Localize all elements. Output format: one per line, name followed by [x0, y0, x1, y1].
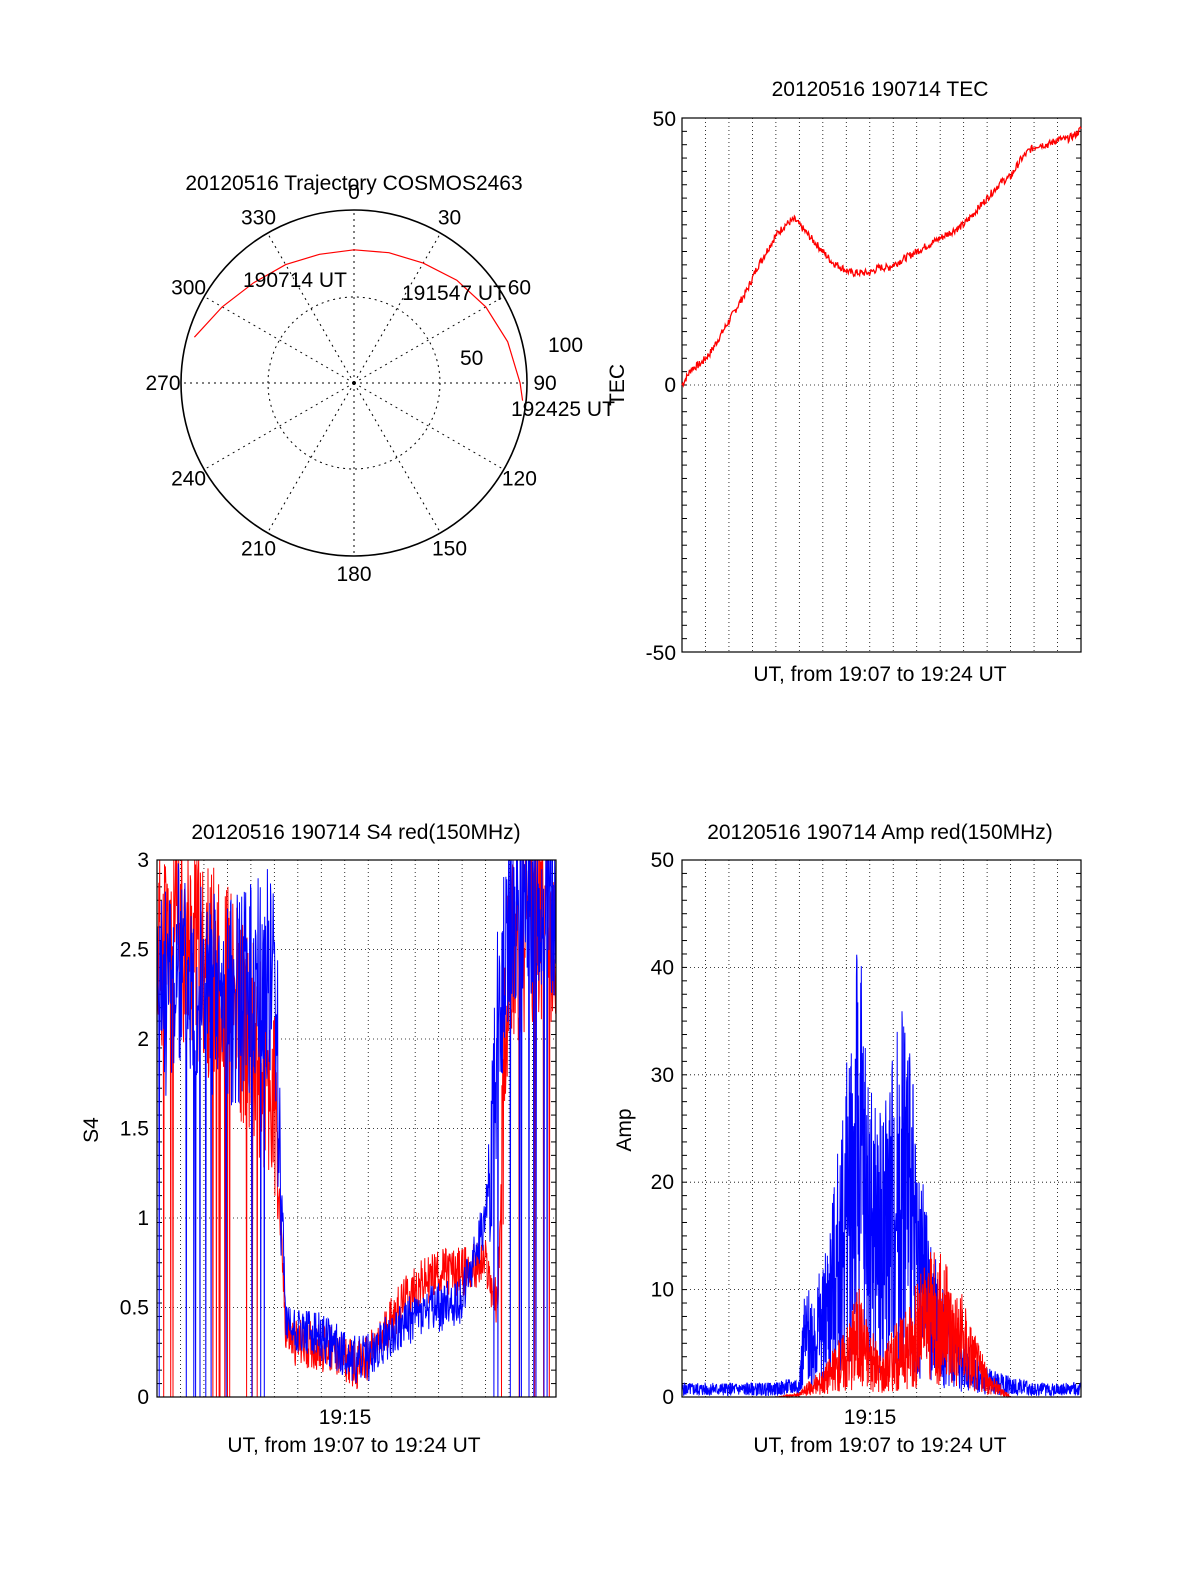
amp-ytick-labels: 0 10 20 30 40 50	[651, 849, 674, 1409]
amp-ytick-label: 10	[651, 1279, 674, 1302]
polar-trajectory-line	[193, 249, 524, 401]
tec-ytick-0: 0	[664, 374, 676, 397]
tec-panel: 20120516 190714 TEC 50 0 -50 TEC UT, fro…	[606, 78, 1082, 686]
polar-azimuth-label: 270	[145, 372, 180, 395]
tec-minor-ticks	[682, 117, 1081, 640]
s4-blue-series	[156, 859, 557, 1398]
polar-azimuth-labels: 0 30 60 90 120 150 180 210 240 270 300 330	[145, 181, 556, 586]
polar-time-label-end: 192425 UT	[511, 398, 615, 421]
polar-trajectory-panel: 20120516 Trajectory COSMOS2463 0 30 60 90 12…	[145, 172, 615, 586]
polar-radial-label-100: 100	[548, 334, 583, 357]
polar-azimuth-label: 150	[432, 537, 467, 560]
tec-grid	[682, 118, 1081, 652]
polar-azimuth-label: 0	[348, 181, 360, 204]
polar-azimuth-label: 300	[171, 277, 206, 300]
amp-xtick-1915: 19:15	[844, 1406, 897, 1429]
s4-ytick-label: 2.5	[120, 939, 149, 962]
amp-ytick-label: 20	[651, 1171, 674, 1194]
s4-xtick-1915: 19:15	[319, 1406, 372, 1429]
polar-time-label-start: 190714 UT	[243, 269, 347, 292]
amp-blue-series	[681, 954, 1082, 1398]
polar-azimuth-label: 120	[502, 468, 537, 491]
polar-spoke	[353, 382, 505, 470]
polar-spokes	[181, 210, 527, 556]
s4-ytick-label: 0	[137, 1386, 149, 1409]
polar-title: 20120516 Trajectory COSMOS2463	[185, 172, 522, 195]
polar-spoke	[203, 382, 355, 470]
tec-ytick-neg50: -50	[646, 642, 676, 665]
tec-title: 20120516 190714 TEC	[772, 78, 989, 101]
polar-spoke	[353, 382, 441, 534]
amp-ytick-label: 50	[651, 849, 674, 872]
polar-azimuth-label: 210	[241, 537, 276, 560]
tec-ytick-50: 50	[653, 108, 676, 131]
tec-ylabel: TEC	[606, 364, 629, 406]
amp-panel: 20120516 190714 Amp red(150MHz) 0 10 20 30 4…	[613, 821, 1082, 1457]
s4-ytick-label: 3	[137, 849, 149, 872]
amp-ytick-label: 40	[651, 956, 674, 979]
polar-spoke	[267, 382, 355, 534]
s4-title: 20120516 190714 S4 red(150MHz)	[191, 821, 520, 844]
amp-ylabel: Amp	[613, 1108, 636, 1151]
polar-azimuth-label: 240	[171, 468, 206, 491]
amp-xlabel: UT, from 19:07 to 19:24 UT	[753, 1434, 1006, 1457]
polar-azimuth-label: 30	[438, 207, 461, 230]
s4-xlabel: UT, from 19:07 to 19:24 UT	[227, 1434, 480, 1457]
amp-minor-ticks	[682, 859, 1081, 1398]
polar-azimuth-label: 180	[336, 563, 371, 586]
amp-title: 20120516 190714 Amp red(150MHz)	[707, 821, 1053, 844]
polar-outer-circle	[180, 209, 528, 557]
tec-series-line	[681, 125, 1082, 388]
polar-spoke	[353, 232, 441, 384]
s4-ytick-labels: 0 0.5 1 1.5 2 2.5 3	[120, 849, 149, 1409]
s4-panel: 20120516 190714 S4 red(150MHz) 0 0.5 1 1.5 2…	[80, 821, 557, 1457]
s4-ytick-label: 1	[137, 1207, 149, 1230]
amp-ytick-label: 0	[662, 1386, 674, 1409]
polar-spoke	[353, 296, 505, 384]
amp-ytick-label: 30	[651, 1064, 674, 1087]
s4-ytick-label: 1.5	[120, 1118, 149, 1141]
s4-ytick-label: 2	[137, 1028, 149, 1051]
amp-grid	[682, 860, 1081, 1397]
amp-plot-frame	[681, 859, 1082, 1398]
s4-ytick-label: 0.5	[120, 1297, 149, 1320]
tec-xlabel: UT, from 19:07 to 19:24 UT	[753, 663, 1006, 686]
polar-azimuth-label: 60	[508, 277, 531, 300]
polar-azimuth-label: 90	[533, 372, 556, 395]
s4-ylabel: S4	[80, 1117, 103, 1143]
polar-time-label-mid: 191547 UT	[402, 282, 506, 305]
s4-plot-frame	[156, 859, 557, 1398]
polar-azimuth-label: 330	[241, 207, 276, 230]
polar-spoke	[267, 232, 355, 384]
tec-plot-frame	[681, 117, 1082, 653]
polar-radial-label-50: 50	[460, 347, 483, 370]
polar-spoke	[203, 296, 355, 384]
